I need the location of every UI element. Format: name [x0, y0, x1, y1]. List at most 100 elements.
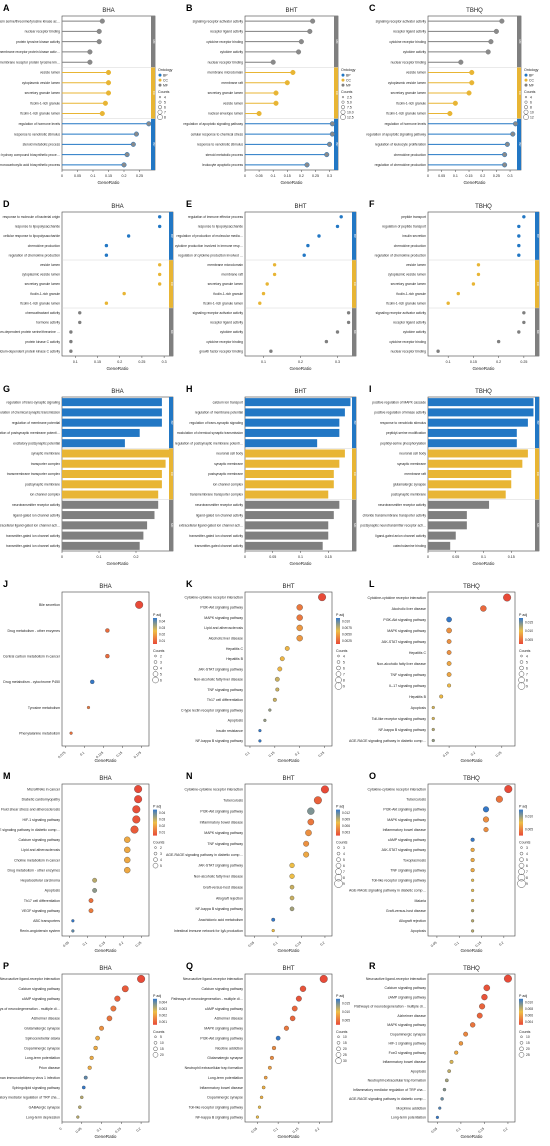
pathway-dot — [71, 919, 75, 923]
counts-legend-label: 6 — [526, 666, 528, 670]
term-bar — [62, 490, 159, 499]
pathway-label: FoxO signaling pathway — [389, 1051, 427, 1055]
pathway-dot — [296, 624, 303, 632]
term-bar — [428, 490, 506, 499]
term-label: positive regulation of kinase activity — [374, 411, 426, 415]
term-label: ficolin-1-rich granule lumen — [386, 112, 426, 116]
term-label: neuronal cell body — [399, 452, 426, 456]
term-bar — [245, 439, 318, 448]
pathway-dot — [431, 738, 435, 743]
panel-H: H BHT BP CC MF calcium ion transport regulatio… — [175, 384, 357, 566]
counts-legend-label: 20 — [343, 1047, 347, 1051]
ontology-legend-title: Ontology — [341, 68, 356, 72]
pathway-dot — [124, 846, 131, 854]
counts-legend-swatch — [517, 873, 526, 882]
x-tick-label: 0.05 — [430, 1127, 438, 1134]
ontology-strip-tag: BP — [170, 421, 174, 425]
term-label: response to xenobiotic stimulus — [197, 143, 243, 147]
counts-legend-label: 9 — [343, 684, 345, 688]
ontology-legend-label: BP — [346, 73, 351, 77]
pathway-dot — [289, 873, 295, 879]
pathway-label: Non-alcoholic fatty liver disease — [194, 678, 243, 682]
panel-title: BHT — [295, 389, 307, 395]
x-tick-label: 0.25 — [136, 174, 143, 178]
panel-M: M BHA MicroRNAs in cancer Diabetic cardiomy… — [0, 771, 165, 953]
x-tick-label: 0.05 — [247, 941, 255, 948]
counts-legend-swatch — [518, 868, 525, 875]
ontology-strip-tag: BP — [536, 421, 540, 425]
term-bar — [62, 541, 140, 550]
panel-letter: P — [3, 961, 9, 971]
term-bar — [62, 408, 162, 417]
pathway-label: Pathways of neurodegeneration - multiple… — [171, 997, 243, 1001]
pathway-label: Th17 cell differentiation — [207, 698, 243, 702]
counts-legend-swatch — [341, 105, 345, 110]
pathway-dot — [483, 984, 491, 992]
term-label: transmembrane transporter complex — [7, 472, 60, 476]
term-label: ficolin-1-rich granule — [396, 292, 426, 296]
pathway-dot — [289, 1015, 296, 1022]
lollipop-dot — [121, 162, 127, 168]
ontology-strip-cc — [169, 448, 173, 500]
pathway-label: Nicotine addiction — [215, 1046, 243, 1050]
ontology-strip-mf — [151, 16, 155, 68]
pathway-dot — [471, 888, 475, 892]
term-label: postsynaptic neurotransmitter receptor a… — [360, 524, 426, 528]
term-label: modulation of chemical synaptic transmis… — [0, 411, 60, 415]
term-label: cellular response to chemical stress — [191, 132, 244, 136]
pathway-dot — [447, 683, 452, 688]
counts-legend-title: Counts — [519, 649, 531, 653]
term-dot — [517, 243, 521, 248]
panel-title: BHA — [111, 389, 123, 395]
panel-letter: C — [369, 3, 376, 13]
pathway-label: Non-alcoholic fatty liver disease — [194, 875, 243, 879]
pathway-dot — [446, 661, 452, 666]
panel-letter: I — [369, 384, 372, 394]
term-label: leukocyte apoptotic process — [202, 163, 243, 167]
term-label: cytokine activity — [403, 50, 426, 54]
pathway-label: Tuberculosis — [406, 798, 426, 802]
term-label: regulation of leukocyte proliferation — [375, 143, 426, 147]
term-bar — [428, 418, 528, 427]
ontology-strip-tag: MF — [536, 523, 540, 527]
x-tick-label: 0.2 — [470, 751, 476, 757]
counts-legend-swatch — [154, 846, 157, 849]
term-label: secretory granule lumen — [391, 91, 427, 95]
pathway-label: NF-kappa B signaling pathway — [379, 728, 427, 732]
lollipop-dot — [256, 110, 262, 117]
counts-legend-swatch — [152, 1052, 159, 1058]
counts-legend-label: 5 — [526, 858, 528, 862]
term-label: transmembrane receptor protein kinase ac… — [0, 50, 60, 54]
term-dot — [476, 272, 481, 277]
padj-legend-title: P adj — [519, 805, 527, 809]
pathway-label: Glutamatergic synapse — [207, 1056, 243, 1060]
pathway-label: C-type lectin receptor signaling pathway — [181, 708, 243, 712]
ontology-strip-cc — [352, 260, 356, 308]
lollipop-dot — [324, 152, 330, 158]
pathway-label: Neutrophil extracellular trap formation — [185, 1066, 243, 1070]
lollipop-dot — [469, 80, 475, 86]
counts-legend-swatch — [157, 114, 163, 120]
term-bar — [428, 521, 467, 530]
ontology-strip-tag: CC — [536, 472, 540, 477]
lollipop-dot — [304, 162, 310, 168]
panel-J: J BHA Bile secretion Drug metabolism - othe… — [3, 579, 165, 763]
ontology-strip-tag: MF — [353, 523, 357, 527]
pathway-dot — [319, 974, 328, 983]
counts-legend-swatch — [335, 1052, 342, 1058]
padj-colorbar — [153, 998, 157, 1025]
counts-legend-title: Counts — [153, 649, 165, 653]
padj-legend-title: P adj — [519, 994, 527, 998]
x-tick-label: 0.2 — [136, 1127, 142, 1133]
counts-legend-swatch — [153, 660, 158, 664]
term-dot — [69, 339, 73, 344]
pathway-dot — [263, 1075, 268, 1080]
x-axis-label: GeneRatio — [98, 180, 120, 185]
term-dot — [306, 243, 310, 248]
ontology-legend-label: BP — [163, 73, 168, 77]
counts-legend-swatch — [523, 114, 529, 120]
pathway-dot — [261, 1085, 266, 1090]
ontology-strip-bp — [334, 118, 338, 170]
pathway-label: cAMP signaling pathway — [388, 995, 426, 999]
pathway-label: MAPK signaling pathway — [387, 1023, 426, 1027]
